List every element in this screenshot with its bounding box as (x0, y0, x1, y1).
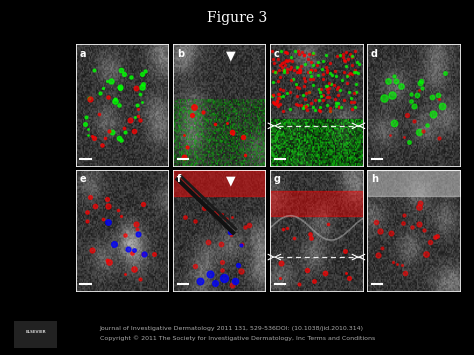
Text: Figure 3: Figure 3 (207, 11, 267, 24)
Text: e: e (80, 174, 86, 184)
Text: ▼: ▼ (226, 174, 235, 187)
Text: ▼: ▼ (226, 49, 235, 62)
Text: h: h (371, 174, 378, 184)
Text: a: a (80, 49, 86, 59)
Text: ELSEVIER: ELSEVIER (25, 330, 46, 334)
Text: g: g (274, 174, 281, 184)
Text: d: d (371, 49, 378, 59)
Text: f: f (177, 174, 181, 184)
Text: Journal of Investigative Dermatology 2011 131, 529-536DOI: (10.1038/jid.2010.314: Journal of Investigative Dermatology 201… (100, 326, 364, 331)
Text: c: c (274, 49, 280, 59)
Text: Copyright © 2011 The Society for Investigative Dermatology, Inc Terms and Condit: Copyright © 2011 The Society for Investi… (100, 335, 375, 341)
Text: b: b (177, 49, 184, 59)
